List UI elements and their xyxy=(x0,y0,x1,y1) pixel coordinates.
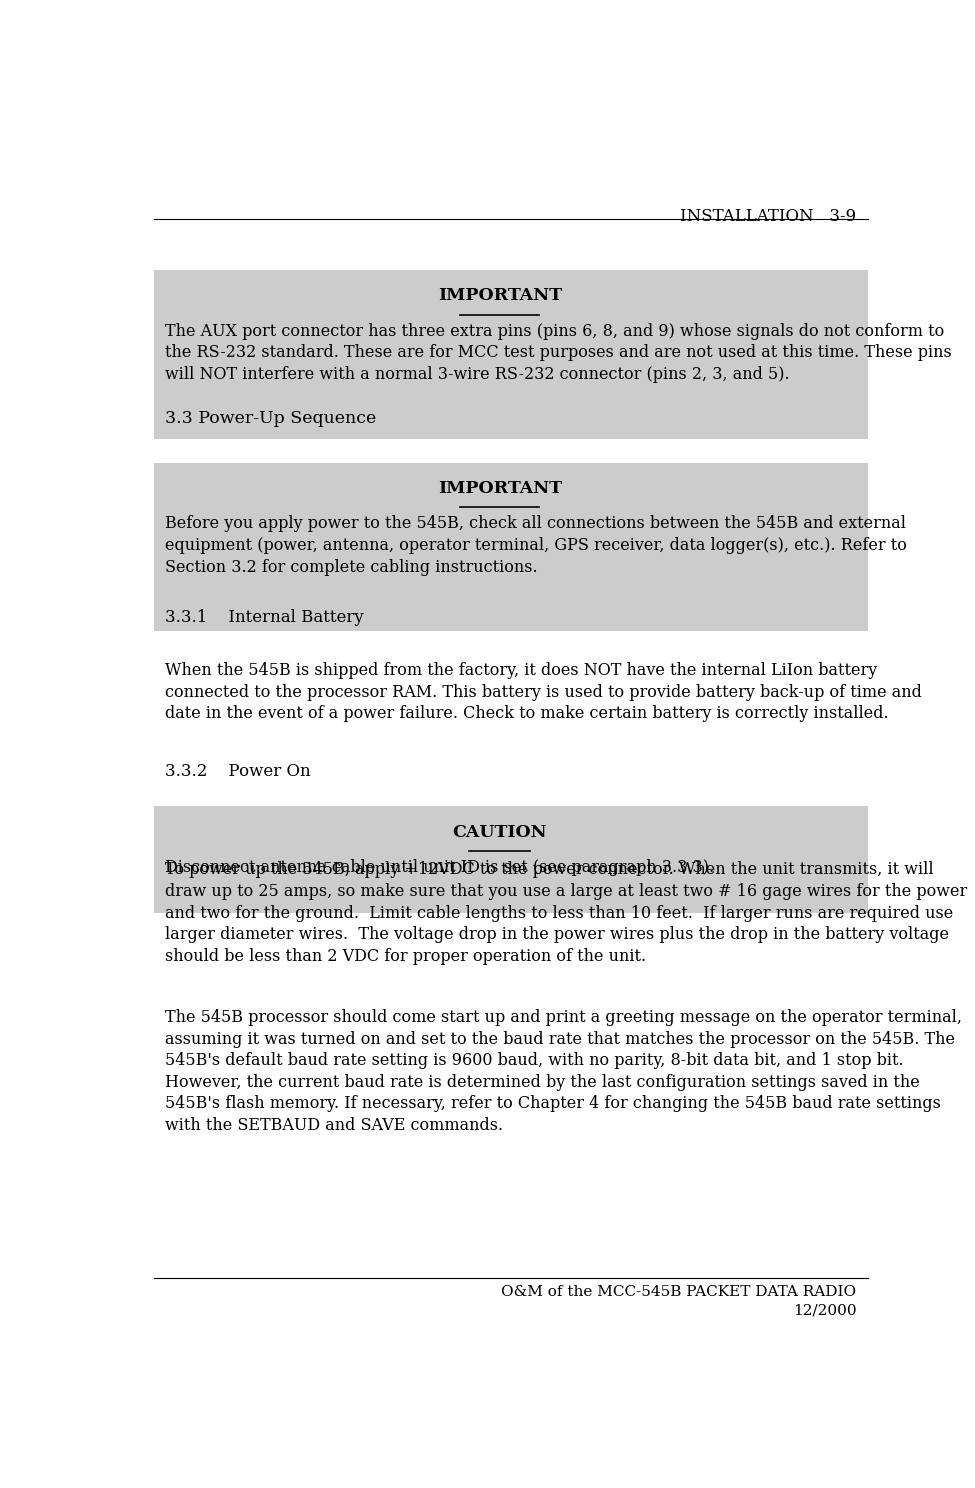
Text: O&M of the MCC-545B PACKET DATA RADIO: O&M of the MCC-545B PACKET DATA RADIO xyxy=(501,1286,856,1299)
Bar xyxy=(154,271,868,439)
Text: INSTALLATION   3-9: INSTALLATION 3-9 xyxy=(681,208,856,225)
Text: IMPORTANT: IMPORTANT xyxy=(438,481,562,497)
Text: The 545B processor should come start up and print a greeting message on the oper: The 545B processor should come start up … xyxy=(165,1009,962,1134)
Text: The AUX port connector has three extra pins (pins 6, 8, and 9) whose signals do : The AUX port connector has three extra p… xyxy=(165,323,952,382)
Text: When the 545B is shipped from the factory, it does NOT have the internal LiIon b: When the 545B is shipped from the factor… xyxy=(165,662,921,722)
Text: CAUTION: CAUTION xyxy=(452,824,547,841)
Text: To power up the 545B, apply +12VDC to the power connector. When the unit transmi: To power up the 545B, apply +12VDC to th… xyxy=(165,862,967,964)
Text: IMPORTANT: IMPORTANT xyxy=(438,287,562,305)
Text: 3.3.2    Power On: 3.3.2 Power On xyxy=(165,763,311,780)
Bar xyxy=(154,806,868,914)
Bar xyxy=(154,463,868,631)
Text: Before you apply power to the 545B, check all connections between the 545B and e: Before you apply power to the 545B, chec… xyxy=(165,515,907,576)
Text: 12/2000: 12/2000 xyxy=(793,1303,856,1318)
Text: 3.3 Power-Up Sequence: 3.3 Power-Up Sequence xyxy=(165,411,376,427)
Text: 3.3.1    Internal Battery: 3.3.1 Internal Battery xyxy=(165,610,364,626)
Text: Disconnect antenna cable until unit ID is set (see paragraph 3.3.3).: Disconnect antenna cable until unit ID i… xyxy=(165,859,714,876)
